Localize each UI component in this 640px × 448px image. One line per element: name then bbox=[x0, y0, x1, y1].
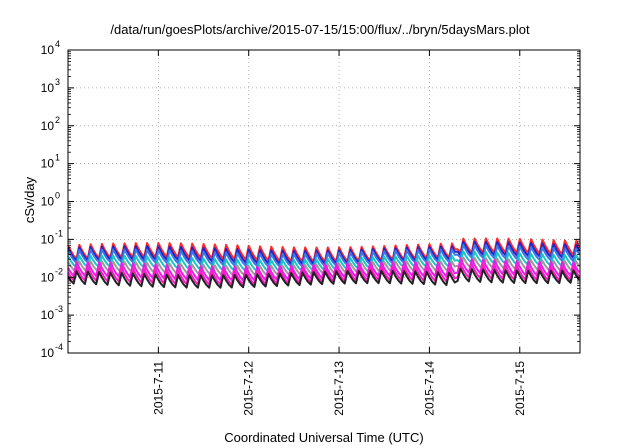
y-tick-label: 10 bbox=[41, 232, 55, 246]
grid-lines bbox=[68, 50, 580, 353]
y-tick-exponent: -2 bbox=[55, 266, 63, 276]
series-line-2 bbox=[67, 240, 580, 265]
x-axis-ticks: 2015-7-11 2015-7-12 2015-7-13 2015-7-14 2015… bbox=[151, 50, 527, 416]
y-tick-label: 10 bbox=[41, 308, 55, 322]
series-line-3 bbox=[67, 243, 580, 268]
y-tick-exponent: -1 bbox=[55, 228, 63, 238]
series-line-1 bbox=[67, 237, 580, 263]
x-tick-label: 2015-7-14 bbox=[422, 361, 436, 416]
series-line-8 bbox=[67, 267, 580, 289]
y-tick-label: 10 bbox=[41, 81, 55, 95]
y-tick-label: 10 bbox=[41, 270, 55, 284]
y-tick-exponent: 2 bbox=[55, 115, 60, 125]
y-tick-exponent: -3 bbox=[55, 304, 63, 314]
x-tick-label: 2015-7-12 bbox=[242, 361, 256, 416]
y-axis-label: cSv/day bbox=[22, 176, 37, 223]
chart-title: /data/run/goesPlots/archive/2015-07-15/1… bbox=[110, 22, 530, 37]
x-tick-label: 2015-7-13 bbox=[332, 361, 346, 416]
y-tick-label: 10 bbox=[41, 43, 55, 57]
y-tick-exponent: 1 bbox=[55, 153, 60, 163]
y-tick-label: 10 bbox=[41, 157, 55, 171]
y-tick-exponent: 3 bbox=[55, 77, 60, 87]
y-tick-label: 10 bbox=[41, 195, 55, 209]
x-tick-label: 2015-7-11 bbox=[151, 361, 165, 415]
series-group bbox=[67, 237, 580, 289]
y-tick-label: 10 bbox=[41, 119, 55, 133]
x-axis-label: Coordinated Universal Time (UTC) bbox=[224, 430, 423, 445]
x-tick-label: 2015-7-15 bbox=[513, 361, 527, 416]
y-tick-exponent: 0 bbox=[55, 191, 60, 201]
y-tick-label: 10 bbox=[41, 346, 55, 360]
y-tick-exponent: -4 bbox=[55, 342, 63, 352]
y-tick-exponent: 4 bbox=[55, 39, 60, 49]
